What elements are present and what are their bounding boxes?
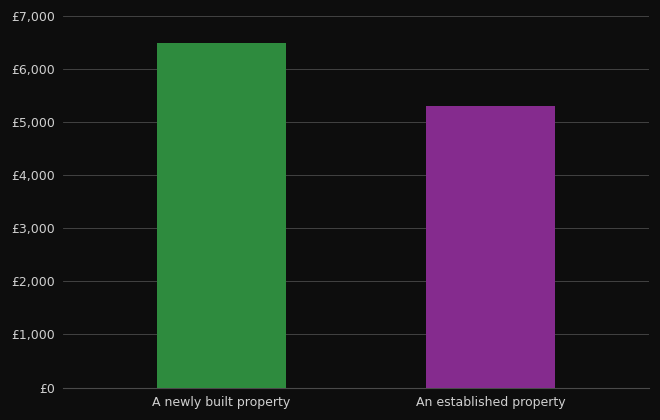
Bar (157, 43, 286, 388)
Bar (426, 106, 555, 388)
